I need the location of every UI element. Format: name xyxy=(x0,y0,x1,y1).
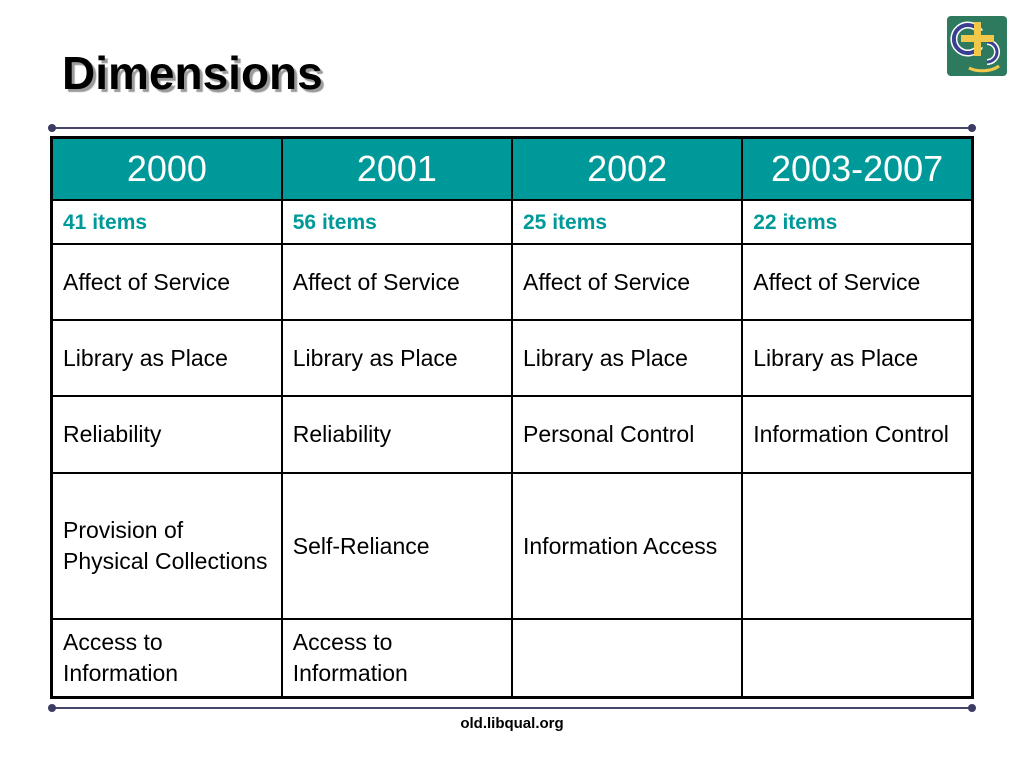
table-row: Affect of Service Affect of Service Affe… xyxy=(50,243,974,321)
top-right-dot xyxy=(968,124,976,132)
table-cell: Library as Place xyxy=(741,319,974,397)
table-cell: Library as Place xyxy=(280,319,514,397)
table-cell: Information Access xyxy=(510,472,744,620)
table-cell: Affect of Service xyxy=(50,243,283,321)
item-count-cell: 22 items xyxy=(741,199,974,245)
table-cell: Provision of Physical Collections xyxy=(50,472,283,620)
table-row: Reliability Reliability Personal Control… xyxy=(50,395,974,474)
table-header-row: 2000 2001 2002 2003-2007 xyxy=(50,136,974,201)
table-cell: Affect of Service xyxy=(741,243,974,321)
table-row: Library as Place Library as Place Librar… xyxy=(50,319,974,397)
table-cell: Reliability xyxy=(50,395,283,474)
table-cell: Personal Control xyxy=(510,395,744,474)
slide-title: Dimensions xyxy=(62,47,323,99)
top-divider xyxy=(52,127,972,129)
table-cell xyxy=(510,618,744,699)
table-cell xyxy=(741,618,974,699)
header-2002: 2002 xyxy=(510,136,744,201)
bottom-divider xyxy=(52,707,972,709)
table-cell: Access to Information xyxy=(50,618,283,699)
header-2000: 2000 xyxy=(50,136,283,201)
item-count-cell: 56 items xyxy=(280,199,514,245)
table-row: Provision of Physical Collections Self-R… xyxy=(50,472,974,620)
table-cell: Affect of Service xyxy=(280,243,514,321)
table-cell: Affect of Service xyxy=(510,243,744,321)
table-cell: Reliability xyxy=(280,395,514,474)
header-2001: 2001 xyxy=(280,136,514,201)
item-count-cell: 41 items xyxy=(50,199,283,245)
bottom-left-dot xyxy=(48,704,56,712)
top-left-dot xyxy=(48,124,56,132)
table-cell xyxy=(741,472,974,620)
item-count-cell: 25 items xyxy=(510,199,744,245)
table-cell: Self-Reliance xyxy=(280,472,514,620)
dimensions-table: 2000 2001 2002 2003-2007 41 items 56 ite… xyxy=(50,136,974,699)
table-cell: Library as Place xyxy=(510,319,744,397)
item-count-row: 41 items 56 items 25 items 22 items xyxy=(50,199,974,245)
table-cell: Access to Information xyxy=(280,618,514,699)
bottom-right-dot xyxy=(968,704,976,712)
table-row: Access to Information Access to Informat… xyxy=(50,618,974,699)
table-cell: Information Control xyxy=(741,395,974,474)
header-2003-2007: 2003-2007 xyxy=(741,136,974,201)
table-cell: Library as Place xyxy=(50,319,283,397)
libqual-logo-icon xyxy=(947,16,1007,76)
footer-url: old.libqual.org xyxy=(460,715,564,732)
